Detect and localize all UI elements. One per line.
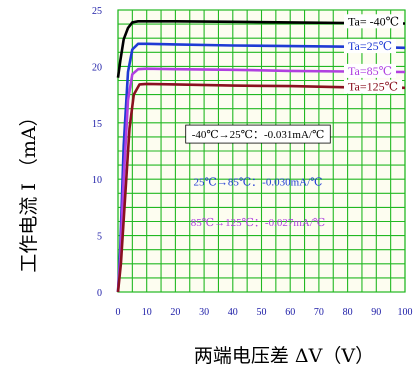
x-tick-label: 90 [371, 307, 381, 318]
annotation-label: 85℃→125℃：-0.027mA/℃ [191, 217, 325, 229]
x-axis-label: 两端电压差 ΔV（V） [194, 345, 374, 367]
series-line [116, 42, 406, 293]
legend-label: Ta=125℃ [348, 80, 398, 94]
legend-label: Ta= -40℃ [348, 14, 399, 28]
annotations: -40℃→25℃：-0.031mA/℃ 25℃→85℃：-0.030mA/℃ 85℃… [185, 124, 331, 229]
x-tick-label: 60 [285, 307, 295, 318]
legend-label-bg [344, 39, 397, 54]
legend-label-bg [344, 79, 403, 94]
y-tick-label: 25 [92, 6, 102, 17]
annotation-box [185, 124, 331, 144]
legend-label: Ta=25℃ [348, 39, 392, 53]
series-line [116, 82, 406, 293]
x-tick-label: 20 [170, 307, 180, 318]
y-axis-label: 工作电流 I （mA） [18, 107, 40, 272]
x-tick-label: 80 [343, 307, 353, 318]
annotation-label: 25℃→85℃：-0.030mA/℃ [194, 176, 323, 188]
legend-label: Ta=85℃ [348, 64, 392, 78]
y-tick-label: 10 [92, 175, 102, 186]
x-tick-label: 30 [199, 307, 209, 318]
x-tick-label: 70 [314, 307, 324, 318]
x-tick-label: 100 [398, 307, 413, 318]
legend-label-bg [344, 63, 397, 78]
y-tick-label: 20 [92, 62, 102, 73]
y-tick-label: 0 [97, 288, 102, 299]
x-tick-label: 0 [116, 307, 121, 318]
series-line [116, 67, 406, 293]
tick-labels: 0 10 20 30 40 50 60 70 80 90 100 0 5 10 15 20 25 [92, 6, 413, 318]
y-tick-label: 15 [92, 119, 102, 130]
x-tick-label: 40 [228, 307, 238, 318]
x-tick-label: 10 [142, 307, 152, 318]
annotation-label: -40℃→25℃：-0.031mA/℃ [192, 129, 325, 141]
series-line [116, 19, 406, 78]
x-tick-label: 50 [257, 307, 267, 318]
legend-label-bg [344, 14, 404, 29]
series-group [116, 19, 406, 293]
grid [117, 9, 406, 293]
legend: Ta= -40℃ Ta=25℃ Ta=85℃ Ta=125℃ [344, 14, 404, 94]
y-tick-label: 5 [97, 232, 102, 243]
